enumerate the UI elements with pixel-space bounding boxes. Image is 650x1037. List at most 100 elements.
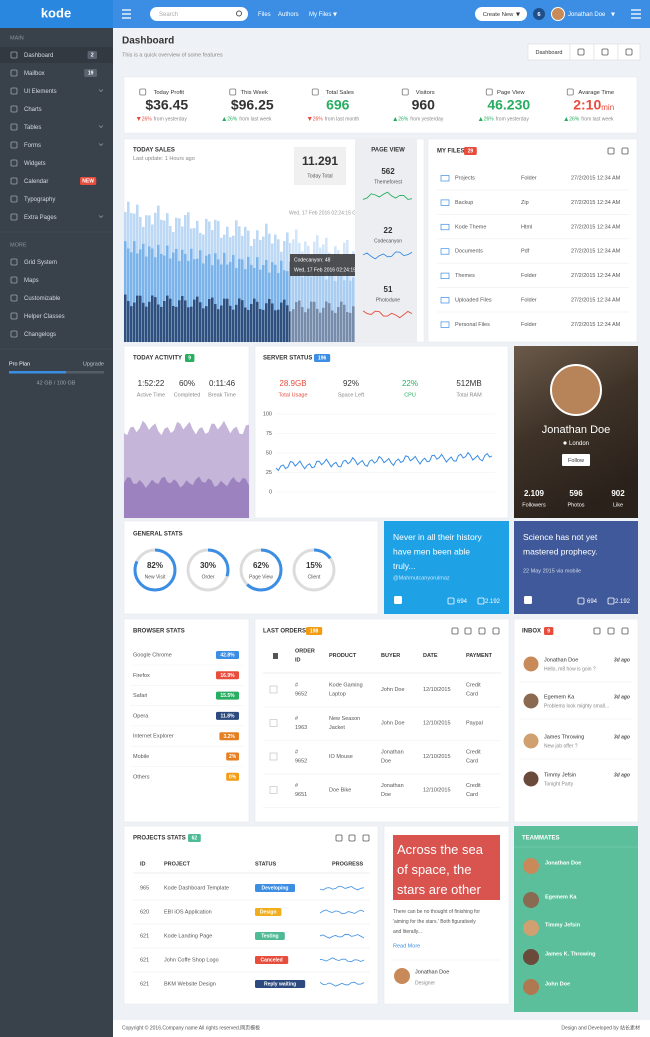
icon-button[interactable]: [593, 43, 619, 61]
ring-label: Page View: [249, 574, 273, 580]
card-title: INBOX: [522, 629, 541, 635]
badge: [255, 956, 289, 964]
server-label: Total Usage: [278, 392, 307, 398]
sidebar-item[interactable]: Changelogs: [24, 332, 56, 338]
column-header: PRODUCT: [329, 653, 357, 659]
checkbox[interactable]: [269, 685, 278, 694]
social-card: [384, 521, 509, 614]
stat-value: $96.25: [231, 97, 274, 113]
plan-name: Pro Plan: [9, 361, 30, 367]
stat-value: 960: [412, 97, 436, 113]
author-role: Designer: [415, 980, 435, 986]
file-icon: [440, 175, 450, 182]
sidebar-item[interactable]: Grid System: [24, 260, 57, 266]
sales-bar-mid: [274, 264, 277, 342]
file-name: Projects: [455, 175, 475, 181]
nav-link[interactable]: My Files: [309, 12, 331, 18]
sidebar-icon: [10, 69, 18, 77]
card-title: PAGE VIEW: [371, 148, 405, 154]
badge-text: 9: [188, 356, 191, 362]
sidebar-item[interactable]: Helper Classes: [24, 314, 65, 320]
arrow-down: [611, 12, 615, 17]
badge: [255, 980, 306, 988]
file-name: Uploaded Files: [455, 297, 492, 303]
ring-arc: [239, 548, 283, 592]
sales-bar-fg: [289, 311, 292, 342]
sales-bar-fg: [142, 302, 145, 342]
sidebar-item[interactable]: Extra Pages: [24, 215, 57, 221]
sales-bar-mid: [163, 255, 166, 342]
sidebar-item[interactable]: Widgets: [24, 161, 46, 167]
browser-name: Safari: [133, 693, 147, 699]
logo-bar: [0, 0, 113, 28]
page-view-value: 22: [384, 226, 393, 235]
page-title: Dashboard: [122, 36, 174, 47]
sales-bar-fg: [316, 308, 319, 342]
sales-bar-fg: [271, 303, 274, 342]
checkbox[interactable]: [269, 752, 278, 761]
card-tool: [492, 627, 500, 635]
icon-button[interactable]: [569, 43, 595, 61]
ring-value: 62%: [253, 561, 269, 570]
sales-bar-fg: [223, 298, 226, 342]
activity-label: Active Time: [137, 392, 165, 398]
sidebar-item[interactable]: Maps: [24, 278, 39, 284]
sidebar-item[interactable]: Tables: [24, 125, 41, 131]
sales-bar-fg: [244, 307, 247, 342]
badge-text: NEW: [82, 179, 94, 185]
sales-bar-mid: [307, 270, 310, 342]
sales-bar-fg: [337, 307, 340, 342]
inbox-message: Tonight Party: [544, 781, 574, 787]
arrow-up: [564, 117, 569, 121]
badge: [87, 51, 97, 59]
ring-label: Client: [308, 574, 321, 580]
sidebar-item[interactable]: Dashboard: [24, 53, 53, 59]
sidebar-icon: [10, 123, 18, 131]
sales-bar-mid: [229, 261, 232, 342]
column-header: PROJECT: [164, 861, 191, 867]
sidebar-item[interactable]: Mailbox: [24, 71, 45, 77]
sales-bar-mid: [133, 241, 136, 342]
teammate-name: John Doe: [545, 981, 570, 987]
search-box[interactable]: [150, 7, 248, 21]
arrow-down: [136, 117, 141, 121]
read-more[interactable]: Read More: [393, 943, 420, 949]
sales-bar-mid: [244, 269, 247, 342]
profile-location: London: [569, 441, 589, 447]
refresh-icon: [607, 147, 615, 155]
sales-bar-mid: [319, 274, 322, 342]
file-name: Kode Theme: [455, 224, 486, 230]
search-placeholder: Search: [159, 12, 178, 18]
panel: [123, 825, 379, 1005]
nav-link[interactable]: Authors: [278, 12, 299, 18]
create-button[interactable]: [475, 7, 527, 21]
sidebar-item[interactable]: Typography: [24, 197, 55, 203]
follow-label: Follow: [568, 458, 584, 464]
plan-fill: [9, 371, 66, 374]
browser-name: Google Chrome: [133, 652, 172, 658]
share-icon: [577, 597, 585, 605]
star-icon: [477, 597, 485, 605]
stat-note: from yesterday: [154, 117, 188, 123]
nav-link[interactable]: Files: [258, 12, 271, 18]
sales-bar-mid: [292, 274, 295, 342]
follow-button[interactable]: [562, 454, 590, 466]
author-avatar: [394, 968, 410, 984]
sidebar-item[interactable]: UI Elements: [24, 89, 57, 95]
order-cell: Jonathan Doe: [381, 750, 405, 765]
inbox-avatar: [523, 733, 539, 749]
sidebar-item[interactable]: Customizable: [24, 296, 61, 302]
badge: [306, 627, 323, 635]
sidebar-item[interactable]: Calendar: [24, 179, 48, 185]
sidebar-item[interactable]: Forms: [24, 143, 41, 149]
sidebar-item[interactable]: Charts: [24, 107, 42, 113]
sales-bar-fg: [181, 295, 184, 342]
social-meta: @Mahmutcanyorulmaz: [393, 575, 450, 581]
checkbox[interactable]: [269, 719, 278, 727]
icon-button[interactable]: [617, 43, 641, 61]
sales-bar-fg: [214, 304, 217, 342]
stat-label: Page View: [497, 90, 525, 96]
sales-bar-fg: [298, 300, 301, 342]
checkbox[interactable]: [269, 786, 278, 794]
badge: [216, 651, 239, 659]
